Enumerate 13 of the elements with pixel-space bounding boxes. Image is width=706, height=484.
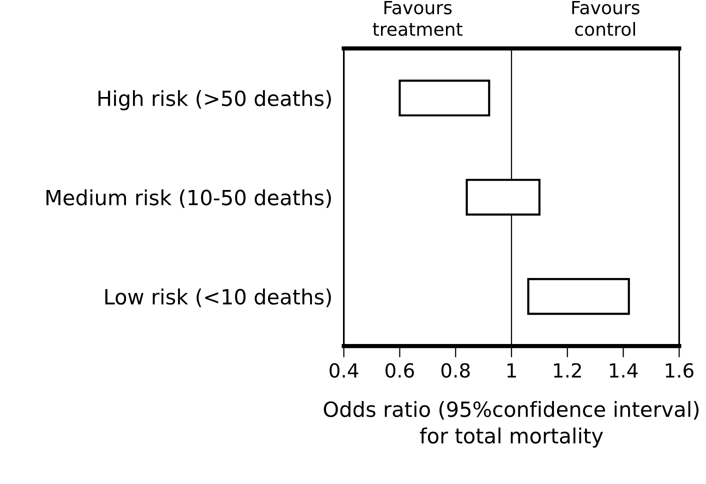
x-tick-label: 0.4	[330, 363, 358, 378]
x-tick-label: 0.6	[386, 363, 414, 378]
y-tick-label: High risk (>50 deaths)	[98, 90, 331, 110]
x-axis-title: Odds ratio (95%confidence interval) for total mortality	[324, 400, 699, 448]
x-tick-label: 1.6	[666, 363, 694, 378]
y-tick-label: Low risk (<10 deaths)	[105, 288, 331, 308]
y-tick-label: Medium risk (10-50 deaths)	[46, 189, 331, 208]
x-tick-label: 1	[507, 363, 516, 378]
x-tick-label: 1.4	[610, 363, 638, 378]
text: Favours control	[572, 0, 640, 36]
text: Favours treatment	[372, 0, 462, 36]
x-tick-label: 0.8	[441, 363, 470, 378]
x-tick-label: 1.2	[554, 363, 581, 378]
